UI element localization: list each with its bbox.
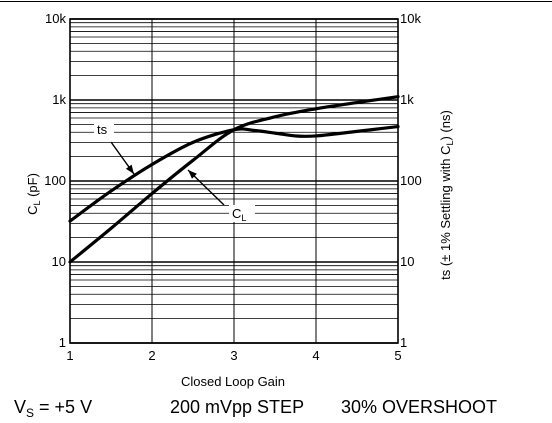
x-tick-label: 3 xyxy=(230,348,237,363)
y-left-tick-label: 1 xyxy=(59,335,66,350)
y-axis-label-left: CL (pF) xyxy=(25,173,42,215)
step-condition: 200 mVpp STEP xyxy=(170,397,305,417)
x-tick-label: 4 xyxy=(312,348,319,363)
y-right-tick-label: 1 xyxy=(400,335,407,350)
y-left-tick-label: 100 xyxy=(44,173,66,188)
y-left-label-sub: L xyxy=(32,201,42,206)
series-lines xyxy=(68,95,400,264)
grid xyxy=(70,18,398,344)
plot-frame xyxy=(69,18,399,344)
supply-rest: = +5 V xyxy=(34,397,93,417)
y-right-label-sub: L xyxy=(445,141,455,146)
y-left-tick-label: 10 xyxy=(52,254,66,269)
ts-arrowhead xyxy=(125,164,134,174)
y-left-tick-label: 10k xyxy=(45,11,66,26)
curve-labels: ts CL xyxy=(94,121,255,223)
ts-label-main: ts xyxy=(97,122,108,137)
supply-condition: VS = +5 V xyxy=(14,397,92,423)
y-right-tick-label: 100 xyxy=(400,173,422,188)
x-tick-label: 2 xyxy=(148,348,155,363)
cl-arrowhead xyxy=(188,170,197,179)
supply-sub: S xyxy=(26,406,35,420)
cl-label: CL xyxy=(232,206,246,223)
ts-label: ts xyxy=(97,122,108,137)
y-left-label-rest: (pF) xyxy=(25,173,40,200)
x-tick-label: 1 xyxy=(66,348,73,363)
cl-label-sub: L xyxy=(241,213,246,223)
supply-main: V xyxy=(14,397,27,417)
y-left-tick-label: 1k xyxy=(52,92,66,107)
overshoot-condition: 30% OVERSHOOT xyxy=(341,397,498,417)
y-axis-label-right: ts (± 1% Settling with CL) (ns) xyxy=(438,110,455,280)
y-left-label-main: C xyxy=(25,206,40,215)
x-axis-label: Closed Loop Gain xyxy=(181,374,285,389)
plot-border xyxy=(69,18,399,344)
y-right-tick-label: 10 xyxy=(400,254,414,269)
x-tick-label: 5 xyxy=(394,348,401,363)
series-line-ts xyxy=(68,124,400,223)
cl-label-bg xyxy=(229,205,255,222)
y-right-label-main: ts (± 1% Settling with C xyxy=(438,146,453,280)
y-right-tick-label: 10k xyxy=(400,11,421,26)
ts-label-bg xyxy=(94,121,114,138)
y-right-tick-label: 1k xyxy=(400,92,414,107)
cl-label-main: C xyxy=(232,206,241,221)
y-right-label-rest: ) (ns) xyxy=(438,110,453,140)
